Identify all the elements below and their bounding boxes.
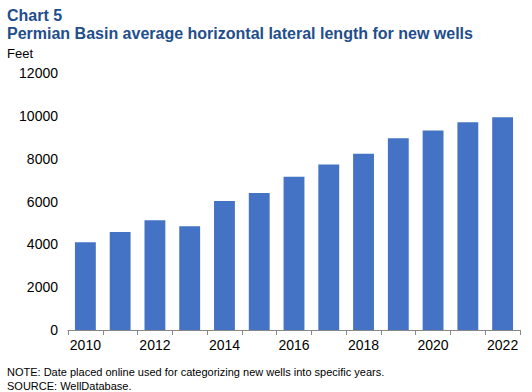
svg-text:2014: 2014 [209, 337, 240, 353]
svg-text:2022: 2022 [487, 337, 518, 353]
svg-text:2016: 2016 [278, 337, 309, 353]
svg-text:8000: 8000 [27, 151, 58, 167]
svg-text:NOTE: Date placed online used: NOTE: Date placed online used for catego… [7, 366, 384, 378]
svg-text:12000: 12000 [19, 65, 58, 81]
svg-text:0: 0 [50, 322, 58, 338]
svg-text:4000: 4000 [27, 236, 58, 252]
svg-text:Chart 5: Chart 5 [7, 7, 62, 24]
svg-text:Permian Basin average horizont: Permian Basin average horizontal lateral… [7, 25, 473, 42]
svg-text:2020: 2020 [417, 337, 448, 353]
svg-text:10000: 10000 [19, 108, 58, 124]
svg-text:Feet: Feet [7, 46, 33, 61]
svg-text:2010: 2010 [70, 337, 101, 353]
svg-text:2012: 2012 [139, 337, 170, 353]
svg-text:2000: 2000 [27, 279, 58, 295]
svg-text:2018: 2018 [348, 337, 379, 353]
svg-text:SOURCE: WellDatabase.: SOURCE: WellDatabase. [7, 380, 132, 392]
svg-text:6000: 6000 [27, 194, 58, 210]
